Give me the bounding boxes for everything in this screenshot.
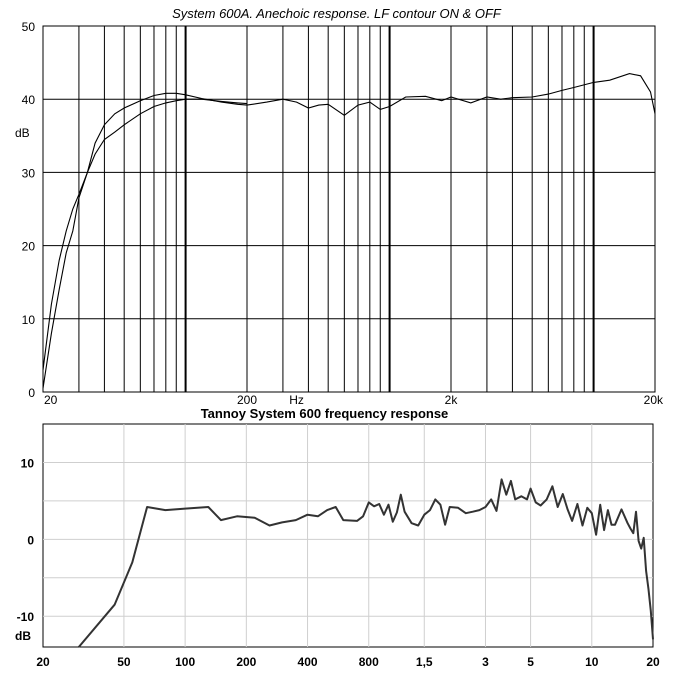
chart1-x-tick-label: 20: [44, 393, 58, 407]
chart2-x-tick-label: 1,5: [416, 655, 433, 669]
chart2-x-tick-label: 400: [298, 655, 318, 669]
chart2-y-tick-label: 0: [27, 533, 34, 547]
chart1-y-tick-label: 30: [22, 166, 36, 180]
chart2-x-tick-label: 100: [175, 655, 195, 669]
chart2-x-tick-label: 200: [236, 655, 256, 669]
chart2-x-tick-label: 5: [527, 655, 534, 669]
chart1-y-tick-label: 50: [22, 20, 36, 34]
chart2-title: Tannoy System 600 frequency response: [200, 406, 449, 421]
chart2-x-tick-label: 20: [36, 655, 50, 669]
chart2-x-tick-label: 50: [117, 655, 131, 669]
chart1-title: System 600A. Anechoic response. LF conto…: [172, 6, 501, 21]
chart1-series-line-1: [42, 73, 656, 371]
chart2-x-tick-label: 10: [585, 655, 599, 669]
chart1-x-tick-label: 2k: [445, 393, 459, 407]
chart1-x-tick-label: Hz: [289, 393, 304, 407]
chart1-y-tick-label: 0: [28, 386, 35, 400]
chart1-y-axis-label: dB: [15, 126, 30, 140]
chart2-x-tick-label: 20: [646, 655, 660, 669]
chart1-x-tick-label: 200: [237, 393, 257, 407]
chart2-series-line: [78, 478, 654, 648]
chart2-x-tick-label: 3: [482, 655, 489, 669]
chart2-y-tick-label: -10: [17, 610, 35, 624]
chart2-y-axis-label: dB: [15, 629, 31, 643]
chart1-y-tick-label: 40: [22, 93, 36, 107]
chart1-plot-area: [42, 25, 656, 393]
chart2-plot-area: [42, 423, 654, 648]
chart2-y-tick-label: 10: [21, 456, 35, 470]
chart2-x-tick-label: 800: [359, 655, 379, 669]
chart1-x-tick-label: 20k: [644, 393, 664, 407]
chart1-series-line-2: [42, 98, 248, 389]
chart1-y-tick-label: 10: [22, 313, 36, 327]
chart1-y-tick-label: 20: [22, 240, 36, 254]
